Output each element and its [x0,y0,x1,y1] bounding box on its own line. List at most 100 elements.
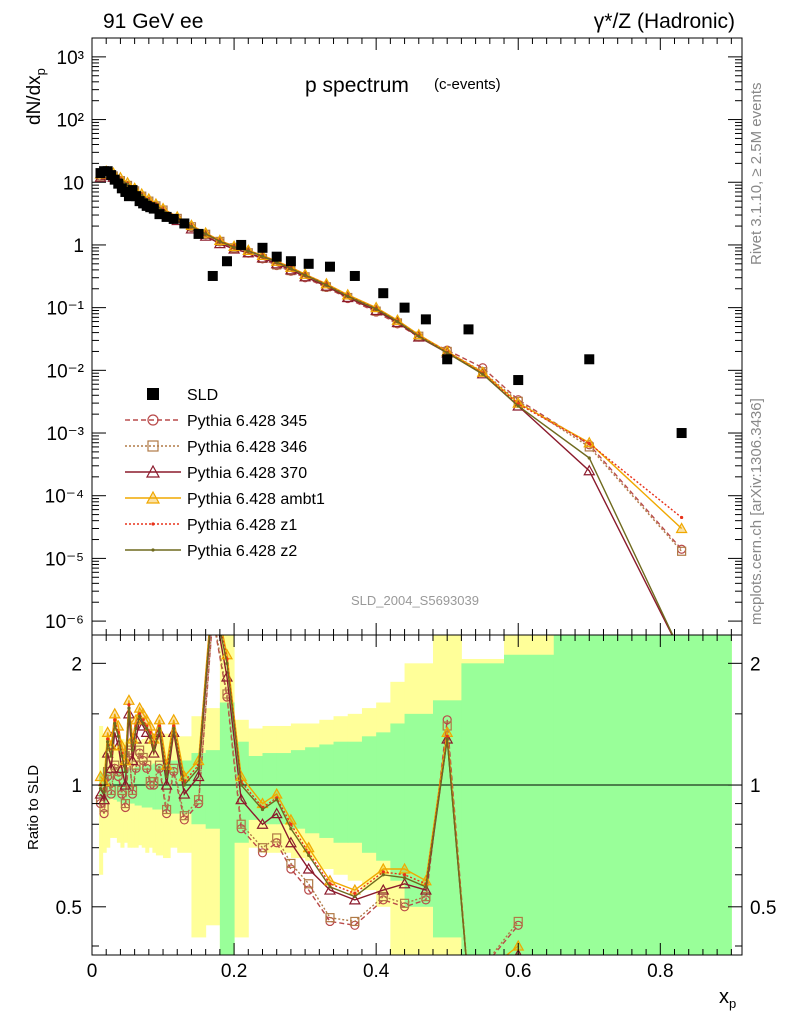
dot-marker [587,441,591,446]
dot-marker [424,885,428,889]
dot-marker [164,774,169,779]
triangle-marker [348,893,361,905]
dot-marker [445,734,449,738]
legend: SLD Pythia 6.428 345 Pythia 6.428 346 Pythi… [125,387,325,560]
y-axis-label-main: dN/dxp [24,68,48,125]
data-point [161,211,172,222]
square-marker [442,721,452,731]
dot-marker [120,754,124,758]
band-inner [638,635,732,955]
dot-marker [116,734,120,738]
band-inner [553,635,640,955]
square-marker [120,798,130,809]
y-tick-label: 10⁻² [47,361,85,382]
dot-marker [106,737,110,741]
dot-marker [113,721,117,726]
dot-marker [353,891,357,895]
dot-marker [445,737,449,741]
dot-marker [130,748,135,752]
band-inner [361,736,377,853]
dot-marker [172,724,176,728]
data-point [207,270,218,281]
dot-marker [196,766,201,770]
ratio-y-tick-label-right: 2 [750,654,761,675]
dot-marker [467,984,470,987]
square-marker [325,913,335,923]
triangle-marker [108,707,121,719]
square-marker [257,843,268,853]
square-marker [286,858,296,869]
y-tick-label: 1 [73,236,84,257]
plot-title: p spectrum [305,74,409,97]
dot-marker [260,807,265,812]
legend-marker-data [147,388,159,400]
band-inner [148,765,153,808]
triangle-marker [235,793,248,805]
band-inner [504,654,555,955]
data-point [324,261,335,272]
ratio-y-tick-label-right: 1 [750,776,761,797]
square-marker [149,776,159,787]
legend-label: Pythia 6.428 370 [187,465,307,482]
triangle-marker [94,787,107,799]
dot-marker [289,827,293,831]
dot-marker [106,740,110,744]
dot-marker [137,714,142,718]
ratio-plot-panel: 0.5 0.5 1 1 2 2 0 0.2 0.4 0.6 0.8 Ratio to SLD xp [25,581,776,1011]
data-point [399,302,410,313]
data-point [584,354,595,365]
legend-label: Pythia 6.428 346 [187,439,307,456]
triangle-marker [208,581,218,590]
band-inner [461,663,505,955]
square-marker [142,760,152,770]
square-marker [127,785,138,796]
triangle-marker [105,762,118,773]
dot-marker [289,266,293,271]
dot-marker [204,232,208,236]
dot-marker [346,294,350,298]
ratio-series-group [94,581,525,989]
square-marker [272,833,282,843]
x-tick-label: 0.8 [647,961,673,982]
dot-marker [289,822,293,826]
ratio-y-tick-label: 0.5 [56,898,82,919]
dot-marker [307,853,311,857]
dot-marker [381,873,385,877]
dot-marker [680,515,684,520]
dot-marker [246,249,250,253]
band-inner [262,753,278,825]
header-left: 91 GeV ee [103,10,203,33]
y-tick-label: 10² [57,111,84,132]
triangle-marker [398,877,411,889]
square-marker [169,763,179,773]
square-marker [236,819,246,829]
dot-marker [148,734,152,738]
circle-marker [442,715,452,725]
y-tick-label: 10⁻⁴ [45,487,84,508]
triangle-marker [126,754,139,766]
ratio-line [100,635,519,955]
dot-marker [324,283,329,287]
square-marker [147,440,159,452]
circle-marker [286,864,296,874]
band-inner [376,732,391,861]
square-marker [209,610,217,618]
band-inner [290,750,306,829]
band-inner [163,762,171,812]
triangle-marker [145,464,161,478]
square-marker [179,811,189,821]
x-label-subscript: p [729,996,736,1011]
y-tick-label: 10³ [57,48,84,69]
dot-marker [353,894,357,899]
data-point [303,258,314,269]
square-marker [350,916,360,927]
triangle-marker [284,836,297,848]
data-point [179,218,190,229]
dot-marker [587,456,591,460]
circle-marker [465,981,473,989]
band-inner [170,760,178,814]
band-inner [205,750,221,829]
main-axes: 10⁻⁶ 10⁻⁵ 10⁻⁴ 10⁻³ 10⁻² 10⁻¹ 1 10 10² 10³ [45,37,742,635]
x-tick-label: 0.4 [363,961,390,982]
